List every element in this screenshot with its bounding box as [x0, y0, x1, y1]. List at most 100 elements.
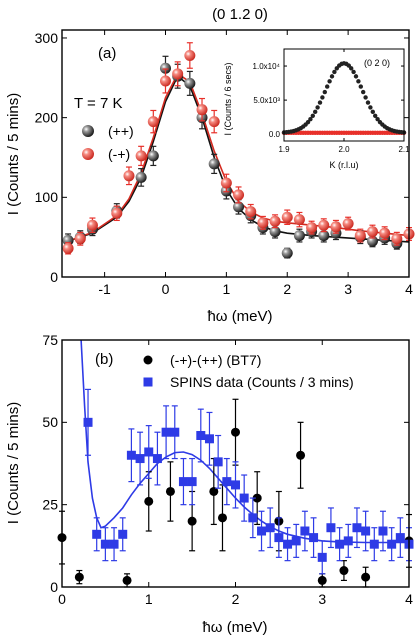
x-tick-label: 0: [162, 281, 170, 297]
data-point: [135, 150, 147, 162]
data-point: [86, 219, 98, 231]
data-point: [213, 457, 223, 467]
figure-title: (0 1.2 0): [212, 6, 268, 23]
panel-a-temperature-annotation: T = 7 K: [74, 95, 123, 112]
data-point: [109, 539, 119, 549]
data-point: [395, 533, 405, 543]
data-point: [342, 218, 354, 230]
panel-b-data-points: [57, 388, 414, 588]
inset-data-point: [363, 95, 368, 100]
legend-marker-plus-plus: [82, 125, 94, 137]
inset-data-point: [327, 79, 332, 84]
data-point: [217, 513, 227, 523]
data-point: [135, 454, 145, 464]
data-point: [248, 513, 258, 523]
panel-b: 0 1 2 3 4 0 25 50 75 (b) (-+)-(++) (BT7) SPINS d…: [5, 332, 414, 636]
data-point: [300, 526, 310, 536]
data-point: [293, 230, 305, 242]
data-point: [159, 62, 171, 74]
y-tick-label: 0: [50, 269, 58, 285]
panel-b-label: (b): [95, 351, 113, 368]
data-point: [265, 523, 275, 533]
panel-a-x-axis-label: ħω (meV): [207, 308, 272, 325]
data-point: [184, 77, 196, 89]
data-point: [257, 217, 269, 229]
x-tick-label: 1: [222, 281, 230, 297]
data-point: [369, 539, 379, 549]
data-point: [283, 539, 293, 549]
data-point: [233, 189, 245, 201]
data-point: [330, 221, 342, 233]
y-tick-label: 0: [50, 579, 58, 595]
data-point: [361, 572, 371, 582]
legend-label-bt7: (-+)-(++) (BT7): [170, 352, 261, 368]
y-tick-label: 100: [35, 189, 59, 205]
data-point: [159, 75, 171, 87]
panel-a-legend: (++) (-+): [82, 123, 134, 162]
data-point: [170, 427, 180, 437]
data-point: [123, 170, 135, 182]
inset-data-point: [368, 105, 373, 110]
legend-marker-minus-plus: [82, 148, 94, 160]
panel-b-axis-ticks: 0 1 2 3 4 0 25 50 75: [42, 332, 413, 607]
fit-line: [80, 339, 409, 544]
data-point: [318, 230, 330, 242]
x-tick-label: 3: [318, 591, 326, 607]
data-point: [339, 566, 349, 576]
inset-data-points: [281, 61, 407, 136]
legend-marker-spins: [143, 377, 153, 387]
data-point: [184, 49, 196, 61]
data-point: [74, 233, 86, 245]
data-point: [161, 427, 171, 437]
legend-marker-bt7: [143, 355, 153, 365]
y-tick-label: 75: [42, 332, 58, 348]
data-point: [222, 477, 232, 487]
panel-a-inset: 1.9 2.0 2.1 0.0 5.0x10³ 1.0x10⁴ (0 2 0) I (Co…: [223, 48, 410, 170]
data-point: [165, 486, 175, 496]
inset-x-axis-label: K (r.l.u): [329, 160, 358, 170]
inset-data-point: [325, 84, 330, 89]
x-tick-label: 1.9: [278, 145, 290, 154]
x-tick-label: 3: [344, 281, 352, 297]
x-tick-label: 4: [405, 281, 413, 297]
inset-data-point: [332, 69, 337, 75]
data-point: [187, 477, 197, 487]
x-tick-label: 2: [232, 591, 240, 607]
data-point: [208, 116, 220, 128]
y-tick-label: 200: [35, 110, 59, 126]
legend-label-minus-plus: (-+): [108, 146, 130, 162]
y-tick-label: 25: [42, 497, 58, 513]
panel-b-fit-lines: [80, 339, 409, 544]
inset-data-point: [361, 89, 366, 95]
inset-data-point: [373, 113, 378, 118]
inset-data-point: [351, 69, 356, 75]
y-tick-label: 50: [42, 414, 58, 430]
data-point: [296, 450, 306, 460]
inset-data-point: [358, 84, 363, 89]
data-point: [231, 480, 240, 490]
panel-a-plot-frame: [61, 29, 410, 278]
data-point: [111, 207, 123, 219]
panel-b-plot-frame: [61, 339, 410, 588]
inset-data-point: [353, 74, 359, 79]
data-point: [378, 526, 388, 536]
inset-plot-frame: [283, 48, 405, 142]
inset-data-point: [375, 117, 380, 122]
data-point: [118, 529, 128, 539]
data-point: [326, 523, 336, 533]
panel-a-data-points: [62, 42, 415, 259]
inset-annotation: (0 2 0): [364, 58, 390, 68]
inset-y-axis-label: I (Counts / 6 secs): [223, 62, 233, 135]
data-point: [147, 150, 159, 162]
data-point: [83, 417, 93, 427]
data-point: [317, 552, 327, 562]
panel-a-axis-ticks: -1 0 1 2 3 4 0 100 200 300: [35, 30, 413, 297]
data-point: [208, 158, 220, 170]
data-point: [231, 427, 240, 437]
data-point: [209, 486, 219, 496]
data-point: [274, 533, 284, 543]
x-tick-label: 0: [58, 591, 66, 607]
data-point: [126, 450, 136, 460]
data-point: [239, 493, 249, 503]
